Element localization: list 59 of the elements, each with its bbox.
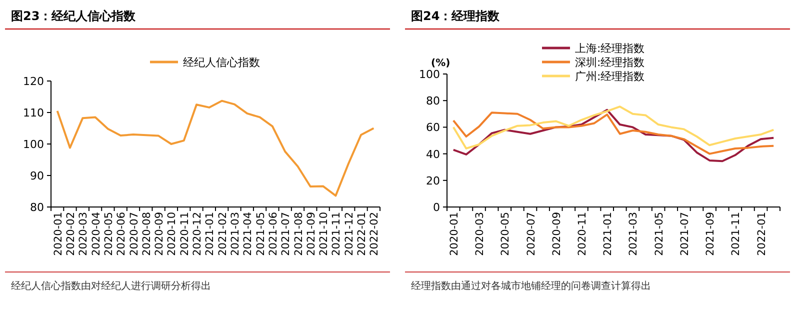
x-tick-label: 2020-11: [576, 212, 588, 256]
y-tick-label: 80: [30, 201, 44, 214]
x-tick-label: 2021-08: [292, 212, 305, 256]
chart-title: 图23：经纪人信心指数: [11, 9, 137, 23]
x-tick-label: 2022-01: [356, 212, 368, 256]
x-tick-label: 2020-11: [178, 212, 191, 256]
x-tick-label: 2020-02: [64, 212, 77, 256]
y-tick-label: 20: [426, 174, 440, 188]
y-axis-title: (%): [431, 58, 450, 69]
legend-label: 深圳:经理指数: [575, 56, 645, 69]
y-tick-label: 100: [23, 138, 44, 151]
x-tick-label: 2020-05: [500, 212, 512, 256]
x-tick-label: 2021-11: [330, 212, 343, 256]
y-tick-label: 120: [23, 75, 44, 88]
x-tick-label: 2021-02: [216, 212, 229, 256]
x-tick-label: 2021-04: [242, 212, 254, 256]
x-tick-label: 2021-03: [229, 212, 242, 256]
x-tick-label: 2020-01: [52, 212, 64, 256]
x-tick-label: 2020-07: [525, 212, 538, 256]
x-tick-label: 2021-07: [678, 212, 691, 256]
x-tick-label: 2020-03: [78, 212, 90, 256]
x-tick-label: 2021-07: [280, 212, 292, 256]
x-tick-label: 2020-10: [166, 212, 178, 256]
x-tick-label: 2020-04: [90, 212, 102, 256]
x-tick-label: 2020-05: [102, 212, 115, 256]
x-tick-label: 2021-10: [318, 212, 330, 256]
text: 经纪人信心指数由对经纪人进行调研分析得出: [11, 280, 211, 292]
y-tick-label: 60: [426, 121, 440, 134]
x-tick-label: 2021-09: [704, 212, 717, 256]
x-tick-label: 2021-03: [628, 212, 640, 256]
y-tick-label: 110: [23, 106, 44, 120]
y-tick-label: 80: [426, 94, 440, 108]
y-tick-label: 100: [419, 68, 440, 81]
x-tick-label: 2022-02: [368, 212, 381, 256]
x-tick-label: 2022-01: [756, 212, 768, 256]
x-tick-label: 2021-06: [267, 212, 280, 256]
x-tick-label: 2021-11: [730, 212, 742, 256]
legend-label: 广州:经理指数: [575, 70, 645, 83]
x-tick-label: 2020-07: [128, 212, 140, 256]
y-tick-label: 90: [30, 170, 44, 182]
x-tick-label: 2020-09: [154, 212, 166, 256]
x-tick-label: 2020-01: [448, 212, 460, 256]
text: 经理指数由通过对各城市地铺经理的问卷调查计算得出: [411, 280, 651, 292]
x-tick-label: 2020-03: [474, 212, 486, 256]
x-tick-label: 2021-01: [602, 212, 614, 256]
x-tick-label: 2020-08: [140, 212, 153, 256]
x-tick-label: 2020-06: [116, 212, 128, 256]
x-tick-label: 2021-05: [254, 212, 267, 256]
y-tick-label: 0: [433, 201, 440, 214]
x-tick-label: 2020-09: [550, 212, 563, 256]
x-tick-label: 2021-01: [204, 212, 216, 256]
x-tick-label: 2020-12: [192, 212, 204, 256]
legend-label: 上海:经理指数: [575, 42, 645, 55]
x-tick-label: 2021-12: [343, 212, 356, 256]
chart-title: 图24：经理指数: [411, 9, 501, 23]
x-tick-label: 2021-09: [305, 212, 318, 256]
y-tick-label: 40: [426, 148, 440, 161]
legend-label: 经纪人信心指数: [183, 56, 260, 69]
x-tick-label: 2021-05: [653, 212, 666, 256]
